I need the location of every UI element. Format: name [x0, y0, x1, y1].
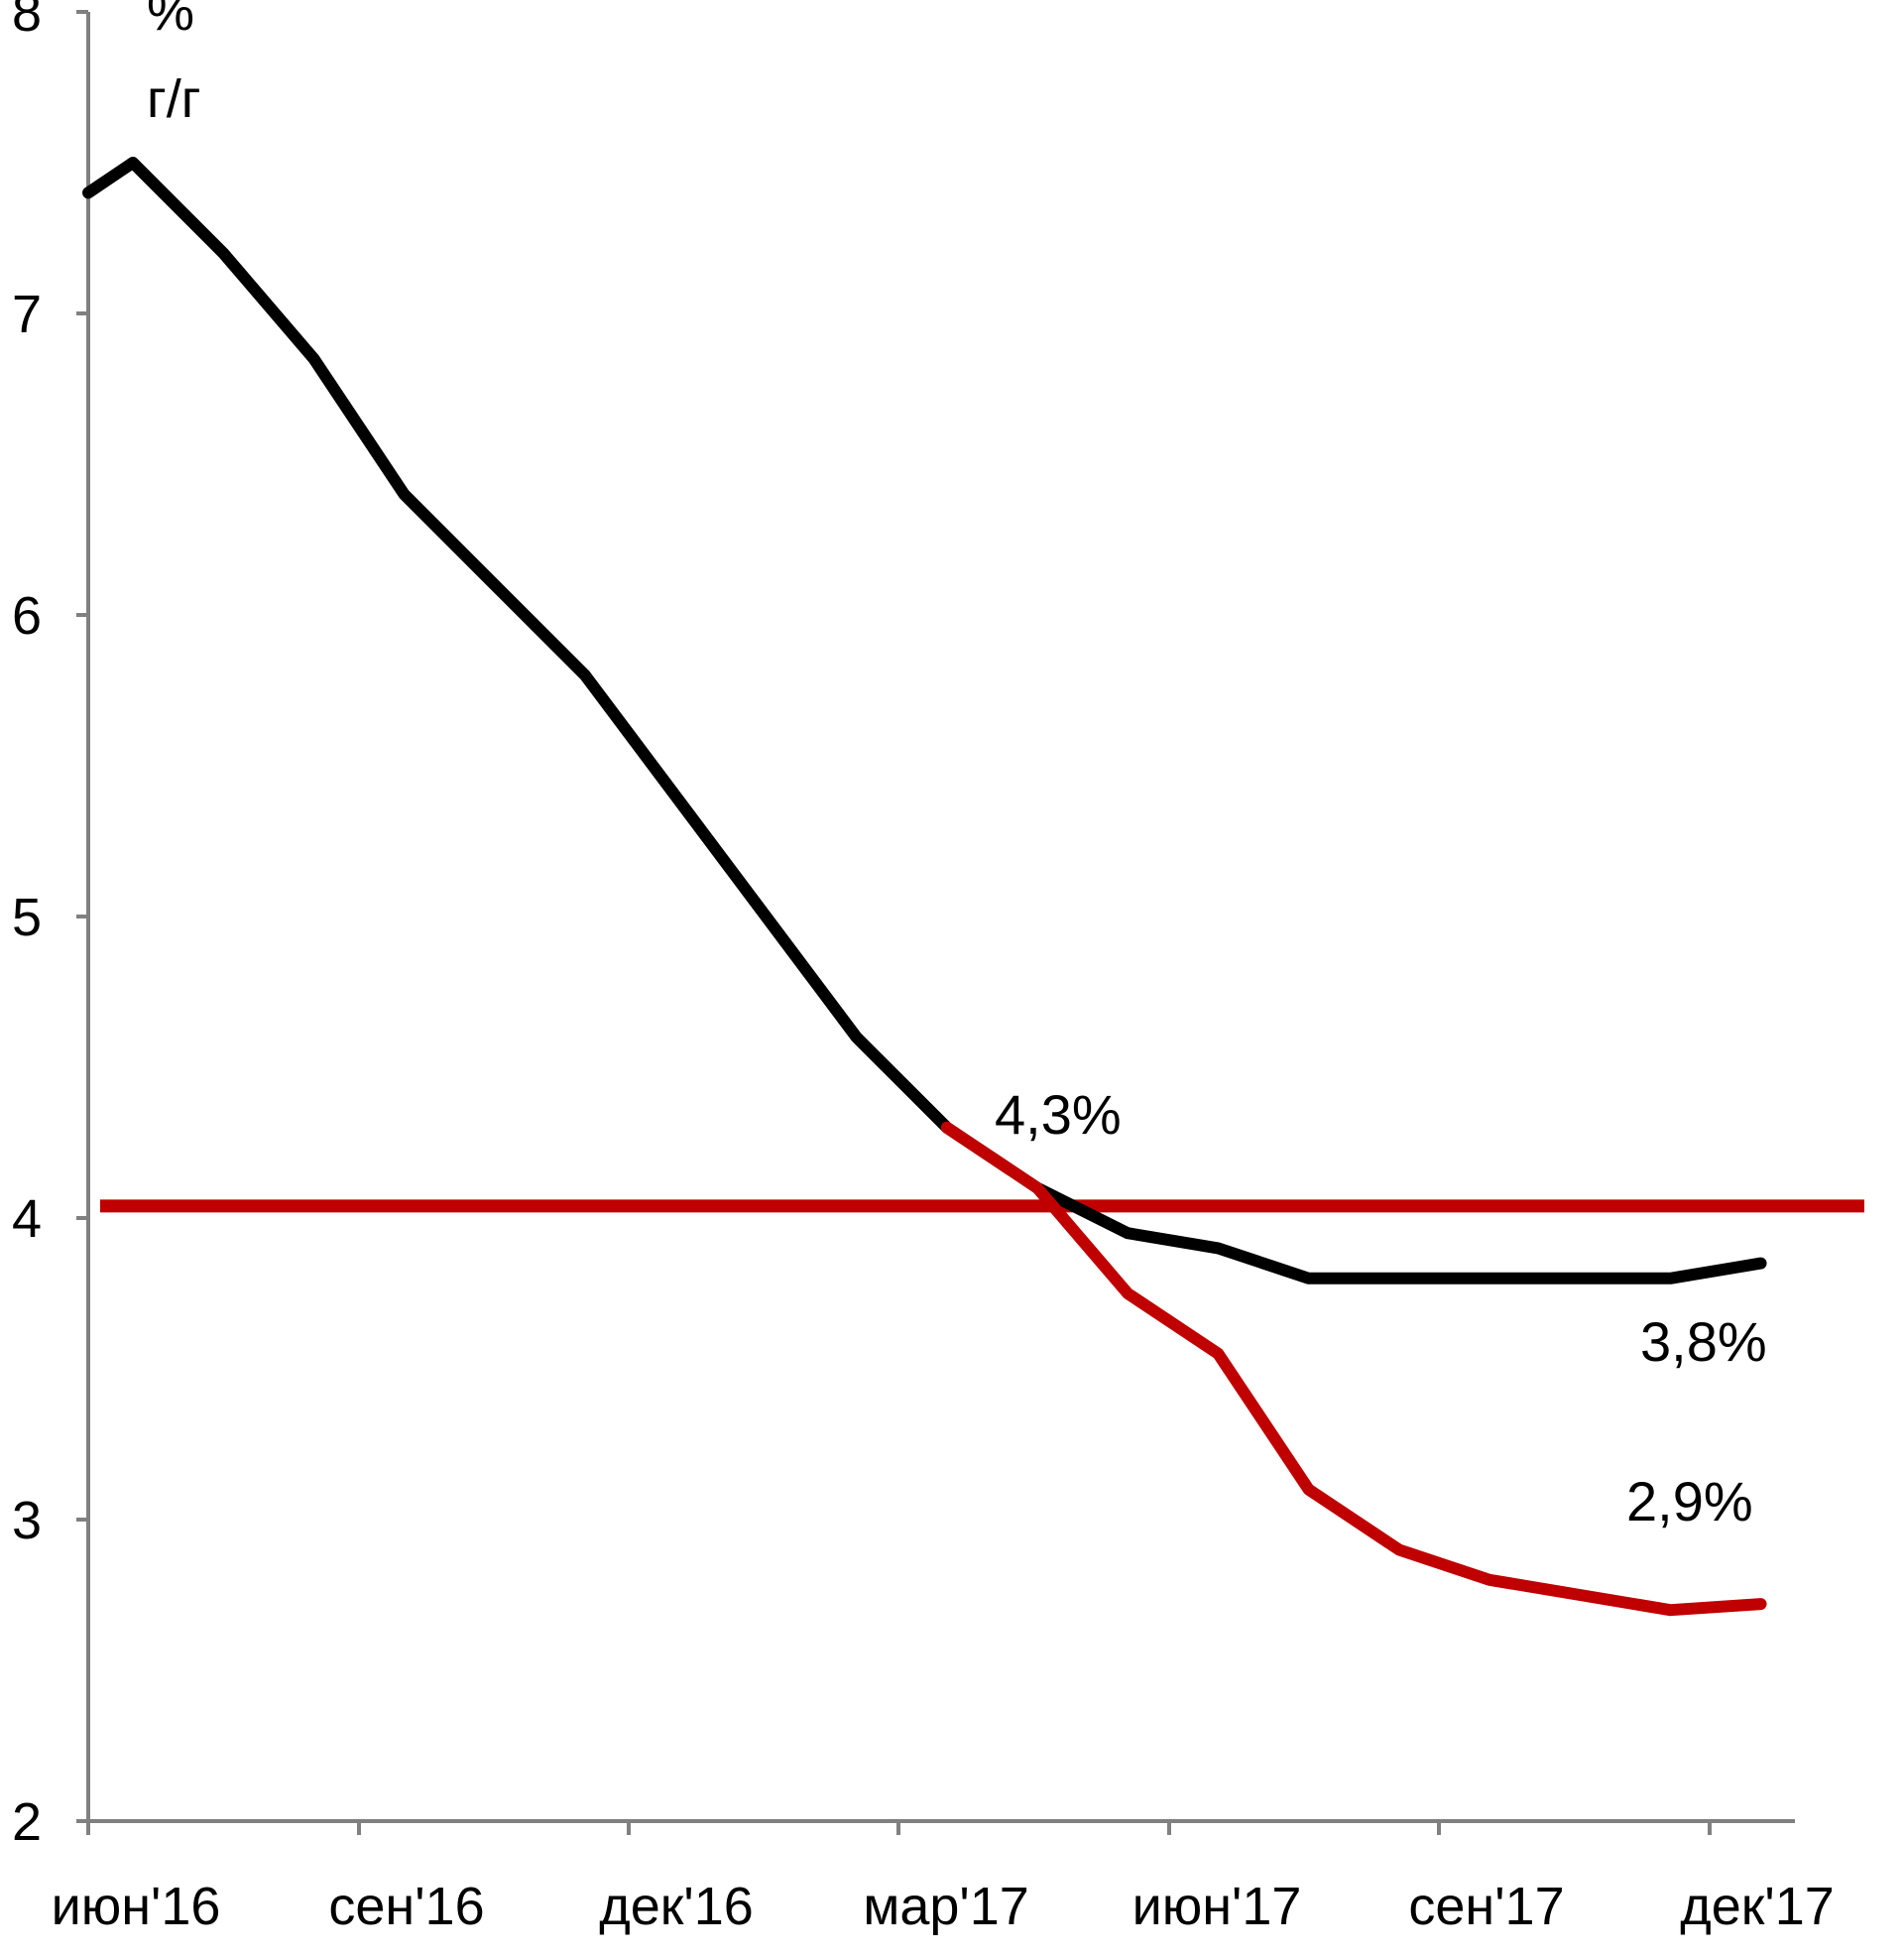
series-0-point: [132, 162, 134, 164]
unit-label-line-1: %: [147, 0, 194, 42]
y-tick-label: 8: [12, 0, 42, 43]
series-1-point: [1127, 1292, 1129, 1294]
x-tick-label: мар'17: [863, 1877, 1029, 1936]
x-tick-label: июн'17: [1132, 1877, 1302, 1936]
series-1-point: [1760, 1603, 1762, 1605]
data-label-3-8: 3,8%: [1640, 1310, 1767, 1373]
series-1-point: [1308, 1489, 1310, 1491]
series-0-point: [1398, 1278, 1400, 1280]
series-0-point: [1579, 1278, 1581, 1280]
series-0-point: [404, 493, 406, 495]
unit-label-line-2: г/г: [147, 69, 200, 129]
series-0-point: [312, 358, 314, 360]
series-0-point: [222, 252, 224, 254]
axes: [86, 12, 1795, 1823]
x-tick-label: сен'16: [328, 1877, 484, 1936]
series-line-1: [940, 1121, 1767, 1617]
x-tick-label: дек'17: [1680, 1877, 1835, 1936]
series-1-point: [946, 1127, 948, 1129]
y-tick-label: 7: [12, 285, 42, 344]
series-1-point: [1398, 1548, 1400, 1550]
series-1-point: [1217, 1353, 1219, 1355]
series-0-point: [1308, 1278, 1310, 1280]
y-tick-label: 3: [12, 1491, 42, 1550]
y-axis-ticks: 2 3 4 5 6 7 8: [12, 0, 88, 1852]
x-tick-label: сен'17: [1408, 1877, 1564, 1936]
data-label-4-3: 4,3%: [995, 1083, 1122, 1146]
series-0-point: [87, 191, 89, 193]
x-tick-label: дек'16: [599, 1877, 754, 1936]
series: [82, 157, 1864, 1617]
data-labels: 4,3% 3,8% 2,9%: [995, 1083, 1767, 1532]
series-0-point: [674, 795, 676, 796]
series-0-point: [584, 674, 586, 676]
series-0-point: [1488, 1278, 1490, 1280]
y-tick-label: 5: [12, 888, 42, 947]
series-line-0: [82, 157, 1767, 1284]
series-0-point: [1217, 1247, 1219, 1249]
series-0-point: [856, 1037, 858, 1039]
data-label-2-9: 2,9%: [1626, 1470, 1753, 1532]
y-tick-label: 2: [12, 1792, 42, 1852]
y-tick-label: 4: [12, 1189, 42, 1249]
series-0-point: [1760, 1263, 1762, 1265]
y-tick-label: 6: [12, 586, 42, 646]
series-0-point: [494, 584, 496, 586]
series-0-point: [1127, 1232, 1129, 1234]
series-1-point: [1488, 1579, 1490, 1581]
x-tick-label: июн'16: [52, 1877, 221, 1936]
series-1-point: [1579, 1594, 1581, 1596]
series-0-point: [1669, 1278, 1671, 1280]
x-axis-ticks: июн'16 сен'16 дек'16 мар'17 июн'17 сен'17 дек'…: [52, 1821, 1835, 1936]
series-1-point: [1036, 1187, 1038, 1189]
series-1-point: [1669, 1609, 1671, 1611]
unit-label: % г/г: [147, 0, 200, 129]
